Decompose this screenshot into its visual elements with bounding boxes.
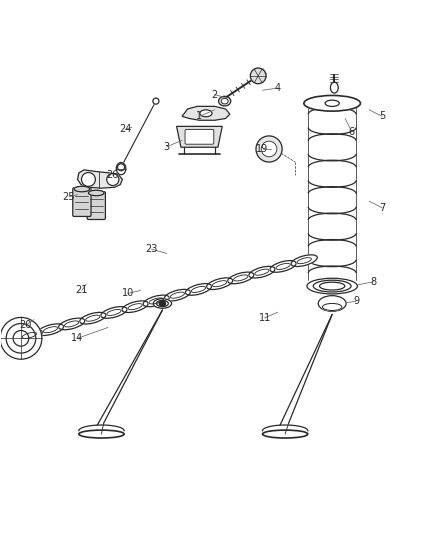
- Ellipse shape: [276, 263, 290, 270]
- Ellipse shape: [255, 269, 269, 275]
- Ellipse shape: [304, 95, 360, 111]
- Text: 10: 10: [121, 288, 134, 298]
- Ellipse shape: [320, 282, 345, 290]
- Circle shape: [251, 68, 266, 84]
- Ellipse shape: [85, 315, 100, 321]
- Circle shape: [13, 330, 29, 346]
- Ellipse shape: [233, 275, 248, 281]
- Circle shape: [261, 141, 277, 157]
- Ellipse shape: [318, 296, 346, 311]
- FancyBboxPatch shape: [73, 188, 91, 216]
- Ellipse shape: [291, 255, 317, 266]
- Text: 5: 5: [379, 111, 385, 122]
- Ellipse shape: [153, 298, 172, 308]
- Text: 20: 20: [19, 320, 32, 330]
- Ellipse shape: [64, 321, 79, 327]
- Ellipse shape: [207, 278, 233, 289]
- Ellipse shape: [156, 301, 168, 306]
- Polygon shape: [78, 170, 122, 188]
- Circle shape: [81, 173, 95, 187]
- Circle shape: [256, 136, 282, 162]
- Ellipse shape: [88, 190, 104, 196]
- Text: 11: 11: [258, 313, 271, 323]
- Ellipse shape: [128, 304, 142, 310]
- Ellipse shape: [212, 281, 227, 287]
- Polygon shape: [177, 126, 222, 147]
- Ellipse shape: [164, 289, 191, 301]
- Ellipse shape: [322, 303, 342, 311]
- Circle shape: [159, 301, 166, 306]
- Text: 21: 21: [76, 286, 88, 295]
- FancyBboxPatch shape: [87, 192, 106, 220]
- Ellipse shape: [249, 266, 275, 278]
- Ellipse shape: [74, 187, 90, 192]
- Ellipse shape: [313, 280, 351, 292]
- Circle shape: [153, 98, 159, 104]
- Text: 25: 25: [63, 192, 75, 202]
- Text: 4: 4: [275, 83, 281, 93]
- Circle shape: [6, 324, 36, 353]
- Polygon shape: [182, 107, 230, 120]
- Text: 6: 6: [349, 126, 355, 136]
- Text: 7: 7: [379, 203, 385, 213]
- Ellipse shape: [270, 261, 296, 272]
- Ellipse shape: [149, 298, 163, 304]
- Circle shape: [117, 164, 124, 171]
- Ellipse shape: [325, 100, 339, 107]
- Text: 3: 3: [164, 142, 170, 152]
- Ellipse shape: [185, 284, 212, 295]
- Text: 9: 9: [353, 296, 359, 306]
- Text: 26: 26: [106, 170, 119, 180]
- Ellipse shape: [221, 98, 228, 104]
- Ellipse shape: [228, 272, 254, 284]
- Ellipse shape: [79, 430, 124, 438]
- Text: 8: 8: [371, 277, 377, 287]
- Text: 14: 14: [71, 333, 84, 343]
- Text: 19: 19: [256, 144, 268, 154]
- Ellipse shape: [80, 312, 106, 324]
- Ellipse shape: [16, 329, 42, 341]
- Ellipse shape: [297, 257, 311, 264]
- Ellipse shape: [143, 295, 169, 307]
- Ellipse shape: [200, 110, 212, 117]
- Ellipse shape: [219, 96, 231, 106]
- Ellipse shape: [116, 163, 126, 175]
- FancyBboxPatch shape: [185, 130, 214, 144]
- Ellipse shape: [37, 324, 64, 335]
- Ellipse shape: [107, 310, 121, 316]
- Ellipse shape: [262, 430, 308, 438]
- Text: 24: 24: [119, 124, 131, 134]
- Ellipse shape: [59, 318, 85, 330]
- Ellipse shape: [43, 327, 58, 333]
- Text: 1: 1: [196, 111, 202, 122]
- Ellipse shape: [191, 286, 206, 293]
- Circle shape: [107, 173, 119, 185]
- Ellipse shape: [101, 306, 127, 318]
- Ellipse shape: [22, 333, 36, 338]
- Ellipse shape: [122, 301, 148, 312]
- Text: 23: 23: [145, 244, 158, 254]
- Circle shape: [0, 318, 42, 359]
- Text: 2: 2: [212, 90, 218, 100]
- Ellipse shape: [307, 278, 357, 294]
- Ellipse shape: [170, 292, 184, 298]
- Ellipse shape: [330, 82, 338, 93]
